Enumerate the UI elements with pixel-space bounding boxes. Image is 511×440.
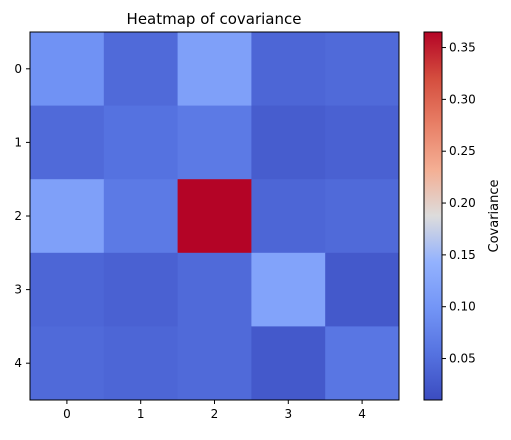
colorbar-tick-label: 0.05 [449,352,476,366]
colorbar-tick-label: 0.10 [449,300,476,314]
x-tick-label: 0 [63,407,71,421]
heatmap-cell-r2-c4 [325,179,400,254]
x-tick-label: 3 [284,407,292,421]
colorbar [423,31,443,401]
heatmap-cell-r4-c0 [30,326,105,401]
heatmap-cell-r4-c3 [251,326,326,401]
heatmap-cell-r2-c1 [103,179,179,254]
heatmap-cells [30,32,400,401]
heatmap-cell-r0-c3 [251,32,326,107]
y-tick-label: 2 [14,209,22,223]
y-axis-ticks: 0 1 2 3 4 [14,62,30,370]
y-tick-label: 3 [14,283,22,297]
colorbar-ticks: 0.05 0.10 0.15 0.20 0.25 0.30 0.35 [442,41,476,366]
y-tick-label: 4 [14,356,22,370]
colorbar-tick-label: 0.20 [449,196,476,210]
chart-title: Heatmap of covariance [127,10,302,28]
y-tick-label: 1 [14,135,22,149]
heatmap-cell-r3-c0 [30,252,105,327]
y-tick-label: 0 [14,62,22,76]
colorbar-tick-label: 0.15 [449,248,476,262]
heatmap-cell-r1-c2 [177,105,252,180]
heatmap-cell-r1-c4 [325,105,400,180]
heatmap-cell-r4-c2 [177,326,252,401]
heatmap-cell-r2-c0 [30,179,105,254]
heatmap-cell-r2-c3 [251,179,326,254]
colorbar-label: Covariance [487,180,502,253]
heatmap-cell-r1-c1 [103,105,179,180]
colorbar-tick-label: 0.35 [449,41,476,55]
heatmap-cell-r4-c1 [103,326,179,401]
heatmap-cell-r4-c4 [325,326,400,401]
heatmap-cell-r0-c0 [30,32,105,107]
heatmap-cell-r3-c1 [103,252,179,327]
heatmap-cell-r0-c2 [177,32,252,107]
heatmap-cell-r1-c3 [251,105,326,180]
heatmap-cell-r0-c1 [103,32,179,107]
colorbar-tick-label: 0.30 [449,92,476,106]
colorbar-tick-label: 0.25 [449,144,476,158]
heatmap-cell-r0-c4 [325,32,400,107]
heatmap-cell-r1-c0 [30,105,105,180]
x-tick-label: 4 [358,407,366,421]
x-tick-label: 2 [211,407,219,421]
heatmap-cell-r3-c2 [177,252,252,327]
heatmap-cell-r3-c3 [251,252,326,327]
x-tick-label: 1 [137,407,145,421]
heatmap-cell-r2-c2 [177,179,252,254]
heatmap-cell-r3-c4 [325,252,400,327]
x-axis-ticks: 0 1 2 3 4 [63,400,366,421]
